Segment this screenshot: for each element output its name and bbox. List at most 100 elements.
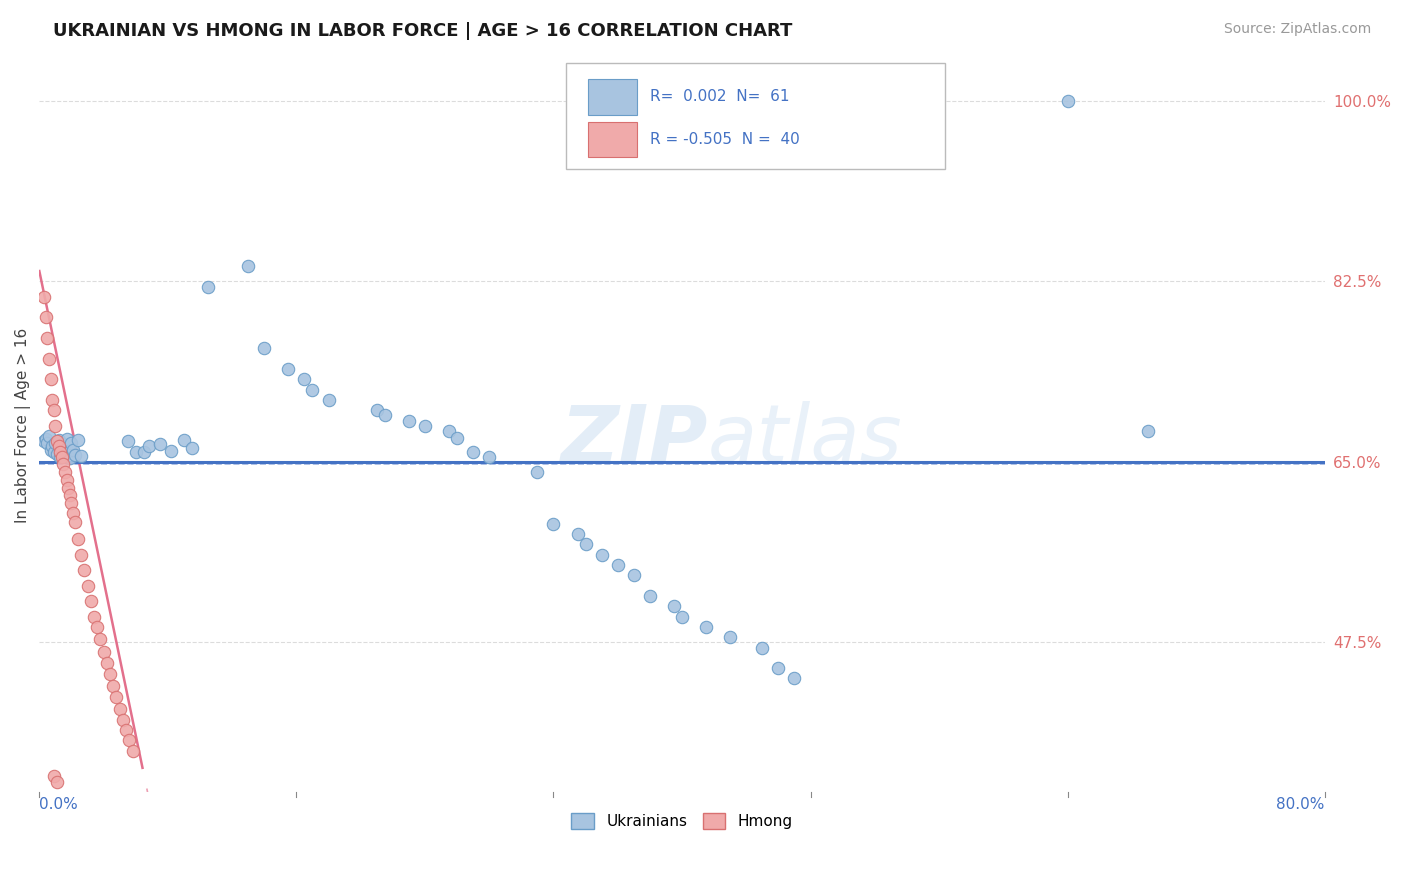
FancyBboxPatch shape: [567, 63, 945, 169]
Point: [35, 432, 58, 446]
Point: [59, 450, 82, 465]
Point: [301, 383, 323, 397]
Point: [575, 537, 598, 551]
Point: [46, 434, 69, 449]
Point: [38, 429, 60, 443]
Point: [58, 481, 80, 495]
Text: atlas: atlas: [707, 401, 903, 479]
Point: [49, 444, 72, 458]
Point: [543, 516, 565, 531]
Point: [671, 609, 693, 624]
Point: [42, 770, 65, 784]
Point: [374, 409, 396, 423]
Point: [125, 444, 148, 458]
Point: [32, 434, 55, 449]
Point: [41, 439, 63, 453]
Point: [437, 424, 460, 438]
Point: [86, 620, 108, 634]
Point: [463, 444, 485, 458]
Point: [197, 279, 219, 293]
Point: [96, 656, 118, 670]
Point: [132, 444, 155, 458]
Point: [117, 434, 139, 449]
Point: [48, 434, 70, 448]
Text: Source: ZipAtlas.com: Source: ZipAtlas.com: [1223, 22, 1371, 37]
Point: [46, 774, 69, 789]
Point: [63, 448, 86, 462]
Text: UKRAINIAN VS HMONG IN LABOR FORCE | AGE > 16 CORRELATION CHART: UKRAINIAN VS HMONG IN LABOR FORCE | AGE …: [53, 22, 793, 40]
Point: [695, 620, 717, 634]
Point: [413, 418, 436, 433]
Point: [478, 450, 501, 464]
Point: [118, 733, 141, 747]
Legend: Ukrainians, Hmong: Ukrainians, Hmong: [565, 807, 799, 836]
Point: [41, 392, 63, 407]
Point: [80, 594, 103, 608]
Text: R=  0.002  N=  61: R= 0.002 N= 61: [650, 89, 789, 104]
Point: [70, 449, 93, 463]
Point: [42, 403, 65, 417]
Point: [606, 558, 628, 572]
Point: [567, 527, 589, 541]
Point: [173, 434, 195, 448]
Point: [89, 632, 111, 647]
Point: [83, 609, 105, 624]
Point: [39, 372, 62, 386]
Point: [623, 568, 645, 582]
Text: R = -0.505  N =  40: R = -0.505 N = 40: [650, 132, 800, 147]
Point: [103, 679, 125, 693]
Y-axis label: In Labor Force | Age > 16: In Labor Force | Age > 16: [15, 328, 31, 524]
Point: [62, 442, 84, 457]
Point: [37, 436, 59, 450]
Point: [526, 465, 548, 479]
Point: [63, 515, 86, 529]
Point: [105, 690, 128, 704]
Point: [294, 372, 316, 386]
Point: [662, 599, 685, 614]
Point: [366, 403, 388, 417]
Point: [783, 672, 806, 686]
Point: [181, 442, 204, 456]
Point: [149, 437, 172, 451]
Point: [53, 447, 76, 461]
Point: [93, 645, 115, 659]
Point: [39, 442, 62, 457]
Point: [32, 290, 55, 304]
Point: [76, 579, 98, 593]
Point: [70, 548, 93, 562]
Point: [66, 533, 89, 547]
Point: [73, 563, 96, 577]
Point: [55, 432, 77, 446]
Point: [768, 661, 790, 675]
Point: [98, 667, 121, 681]
Point: [59, 488, 82, 502]
Point: [60, 436, 83, 450]
Point: [318, 392, 340, 407]
Text: 0.0%: 0.0%: [39, 797, 79, 812]
Point: [48, 439, 70, 453]
Point: [751, 640, 773, 655]
Point: [108, 702, 131, 716]
Point: [238, 259, 260, 273]
Point: [398, 414, 420, 428]
Point: [46, 447, 69, 461]
Point: [115, 723, 138, 737]
Point: [62, 507, 84, 521]
Point: [49, 450, 72, 464]
Point: [35, 310, 58, 325]
Point: [277, 362, 299, 376]
Point: [42, 444, 65, 458]
Text: 80.0%: 80.0%: [1277, 797, 1324, 812]
Point: [52, 437, 75, 451]
Point: [1056, 94, 1078, 108]
Point: [66, 434, 89, 448]
Point: [55, 474, 77, 488]
Point: [446, 431, 468, 445]
Point: [1136, 424, 1159, 438]
Text: ZIP: ZIP: [561, 401, 707, 479]
Point: [638, 589, 661, 603]
Point: [138, 439, 160, 453]
Point: [58, 444, 80, 458]
Point: [718, 630, 741, 644]
Point: [53, 465, 76, 479]
